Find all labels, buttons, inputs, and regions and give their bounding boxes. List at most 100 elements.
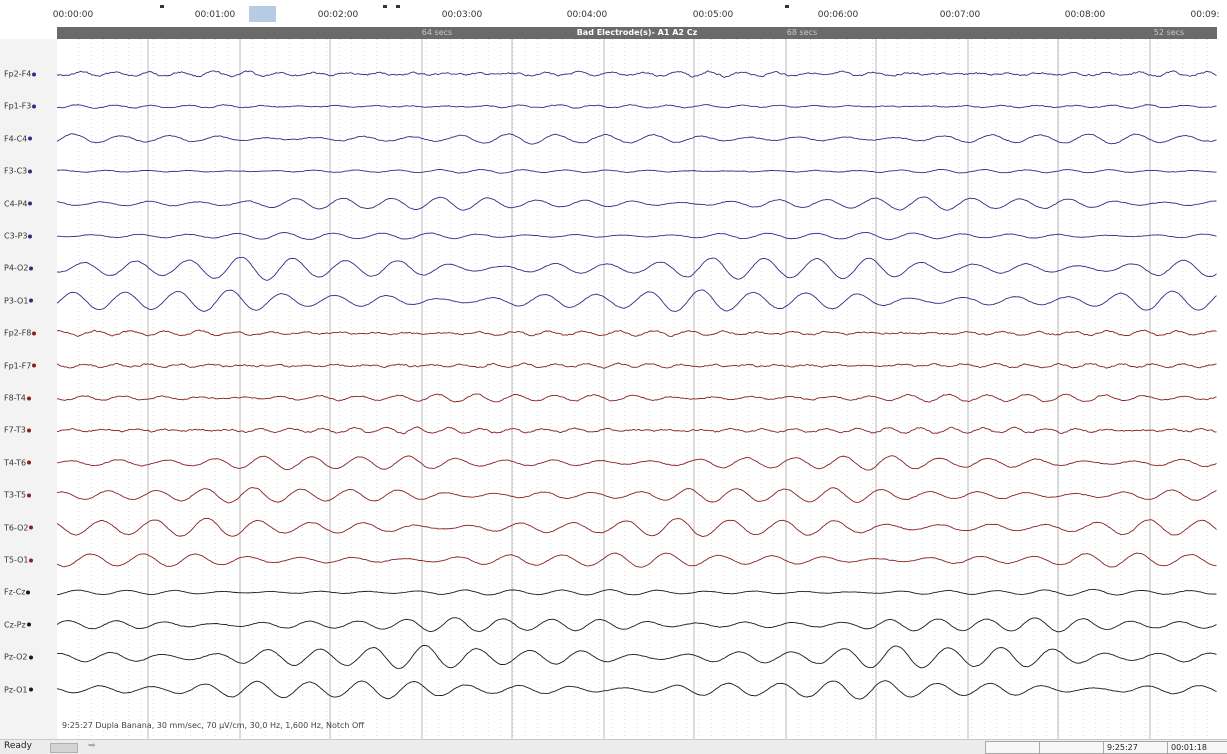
status-next-arrow-icon[interactable]: ➡ (88, 741, 96, 751)
status-ready-text: Ready (4, 741, 32, 751)
eeg-trace (57, 256, 1217, 281)
ruler-tick-marker (785, 5, 789, 8)
channel-marker-icon (29, 525, 34, 530)
channel-marker-icon (29, 298, 34, 303)
eeg-trace-canvas[interactable] (57, 39, 1217, 739)
ruler-tick-marker (160, 5, 164, 8)
time-ruler[interactable]: 00:00:00 00:01:00 00:02:00 00:03:00 00:04:00… (0, 0, 1227, 27)
montage-settings-text: 9:25:27 Dupla Banana, 30 mm/sec, 70 µV/c… (62, 721, 364, 730)
channel-label[interactable]: F7-T3 (4, 426, 31, 435)
major-grid (147, 39, 1151, 739)
channel-name: T5-O1 (4, 555, 29, 565)
channel-label[interactable]: Cz-Pz (4, 620, 31, 629)
eeg-trace (57, 487, 1217, 504)
channel-marker-icon (29, 558, 34, 562)
channel-label[interactable]: P3-O1 (4, 296, 34, 306)
channel-marker-icon (28, 234, 33, 238)
status-clock-time: 9:25:27 (1103, 741, 1171, 754)
event-annotation-bar: 64 secs Bad Electrode(s)- A1 A2 Cz 68 se… (57, 27, 1217, 39)
channel-marker-icon (26, 590, 31, 595)
channel-label[interactable]: Fp2-F4 (4, 70, 37, 79)
channel-marker-icon (32, 104, 37, 109)
channel-marker-icon (32, 331, 37, 336)
time-ruler-label: 00:01:00 (194, 10, 236, 20)
channel-name: F7-T3 (4, 425, 26, 435)
eeg-trace (57, 426, 1217, 435)
channel-label[interactable]: Pz-O1 (4, 685, 33, 694)
channel-marker-icon (29, 266, 34, 271)
channel-label[interactable]: T3-T5 (4, 491, 32, 500)
eeg-trace (57, 644, 1217, 669)
channel-name: F8-T4 (4, 393, 26, 403)
channel-marker-icon (32, 363, 37, 368)
channel-label[interactable]: T4-T6 (4, 458, 32, 468)
channel-name: F4-C4 (4, 134, 28, 144)
channel-marker-icon (26, 396, 31, 400)
time-ruler-label: 00:09: (1190, 10, 1220, 20)
channel-name: Fp1-F3 (4, 101, 32, 111)
channel-label[interactable]: C4-P4 (4, 199, 33, 208)
channel-name: T6-O2 (4, 523, 29, 533)
status-elapsed-time: 00:01:18 (1167, 741, 1227, 754)
channel-label[interactable]: Fp1-F7 (4, 361, 37, 370)
eeg-trace (57, 617, 1217, 633)
eeg-trace (57, 517, 1217, 537)
channel-marker-icon (28, 169, 33, 174)
channel-name: T4-T6 (4, 458, 27, 468)
time-position-indicator[interactable] (249, 6, 276, 22)
channel-label[interactable]: T6-O2 (4, 523, 34, 533)
channel-label[interactable]: Fp1-F3 (4, 101, 37, 111)
channel-marker-icon (27, 493, 32, 498)
channel-marker-icon (28, 201, 33, 206)
channel-name: Cz-Pz (4, 620, 26, 630)
channel-label[interactable]: Fz-Cz (4, 588, 31, 597)
status-field (1039, 741, 1107, 754)
minor-grid (78, 39, 1208, 739)
status-field (985, 741, 1043, 754)
channel-name: Pz-O2 (4, 652, 28, 662)
channel-name: P3-O1 (4, 296, 29, 306)
channel-label[interactable]: C3-P3 (4, 232, 33, 241)
eeg-trace (57, 289, 1217, 312)
time-ruler-label: 00:00:00 (52, 10, 94, 20)
eeg-trace (57, 552, 1217, 568)
channel-label[interactable]: P4-O2 (4, 264, 34, 273)
channel-label[interactable]: Fp2-F8 (4, 328, 37, 338)
channel-marker-icon (28, 136, 33, 141)
channel-label[interactable]: F4-C4 (4, 134, 33, 144)
channel-marker-icon (32, 72, 37, 76)
eeg-trace (57, 680, 1217, 700)
ruler-tick-marker (383, 5, 387, 8)
eeg-trace (57, 104, 1217, 109)
time-ruler-label: 00:03:00 (441, 10, 483, 20)
channel-name: F3-C3 (4, 166, 28, 176)
eeg-trace (57, 393, 1217, 403)
ruler-tick-marker (396, 5, 400, 8)
eeg-trace (57, 168, 1217, 174)
channel-marker-icon (27, 460, 32, 465)
channel-marker-icon (26, 428, 31, 433)
time-ruler-label: 00:07:00 (939, 10, 981, 20)
channel-label[interactable]: Pz-O2 (4, 653, 33, 662)
eeg-trace (57, 362, 1217, 369)
event-duration-label: 68 secs (786, 28, 818, 37)
channel-marker-icon (28, 687, 33, 692)
status-prev-button[interactable] (50, 743, 78, 753)
channel-label[interactable]: F3-C3 (4, 166, 33, 176)
eeg-trace (57, 70, 1217, 78)
channel-name: Fp2-F8 (4, 328, 32, 338)
channel-name: Pz-O1 (4, 685, 28, 695)
time-ruler-label: 00:02:00 (317, 10, 359, 20)
channel-marker-icon (26, 622, 31, 627)
eeg-trace (57, 588, 1217, 596)
time-ruler-label: 00:08:00 (1064, 10, 1106, 20)
channel-label[interactable]: F8-T4 (4, 394, 31, 403)
event-duration-label: 64 secs (421, 28, 453, 37)
bad-electrode-event-label: Bad Electrode(s)- A1 A2 Cz (576, 28, 698, 37)
channel-label[interactable]: T5-O1 (4, 555, 34, 565)
status-bar: Ready ➡ 9:25:27 00:01:18 (0, 739, 1227, 754)
eeg-trace-area[interactable] (57, 39, 1217, 739)
eeg-trace (57, 232, 1217, 241)
channel-marker-icon (28, 655, 33, 660)
event-duration-label: 52 secs (1153, 28, 1185, 37)
